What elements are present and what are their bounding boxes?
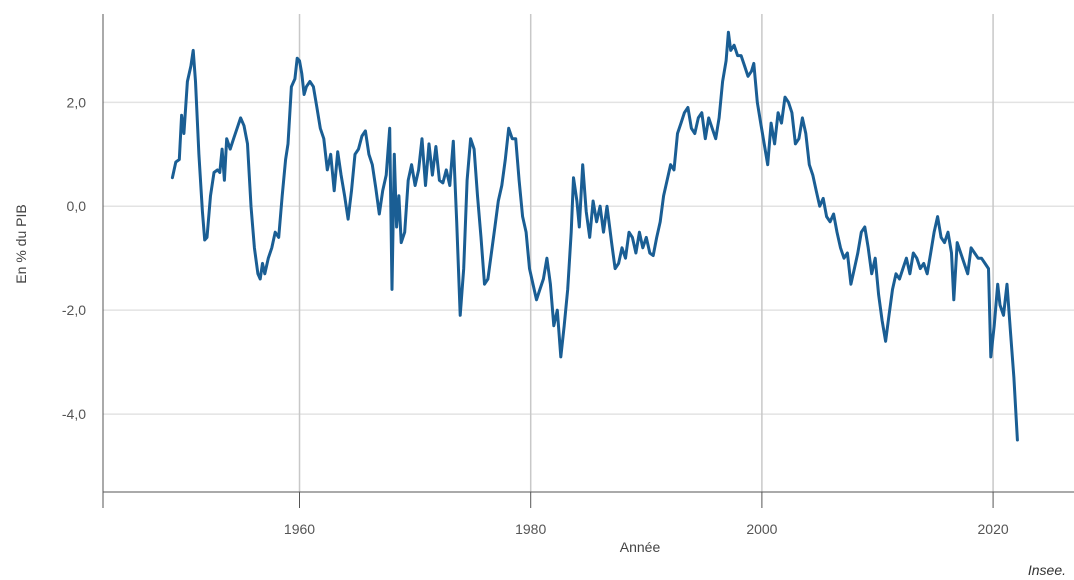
- x-tick-label: 2020: [978, 521, 1009, 537]
- source-label: Insee.: [1027, 562, 1066, 578]
- labels-layer: Année En % du PIB -4,0 -2,0 0,0 2,0 1960 1980…: [13, 94, 1009, 555]
- y-tick-label: -4,0: [62, 406, 86, 422]
- x-tick-label: 2000: [746, 521, 777, 537]
- x-axis-title: Année: [620, 539, 661, 555]
- x-tick-label: 1960: [284, 521, 315, 537]
- y-tick-label: 2,0: [67, 94, 87, 110]
- y-axis-title: En % du PIB: [13, 204, 29, 283]
- y-tick-label: -2,0: [62, 302, 86, 318]
- x-tick-label: 1980: [515, 521, 546, 537]
- axes-layer: [102, 14, 1074, 508]
- series-layer: [170, 30, 1019, 442]
- grid-layer: [103, 14, 1074, 492]
- series-line-1: [170, 30, 1019, 442]
- y-tick-label: 0,0: [67, 198, 87, 214]
